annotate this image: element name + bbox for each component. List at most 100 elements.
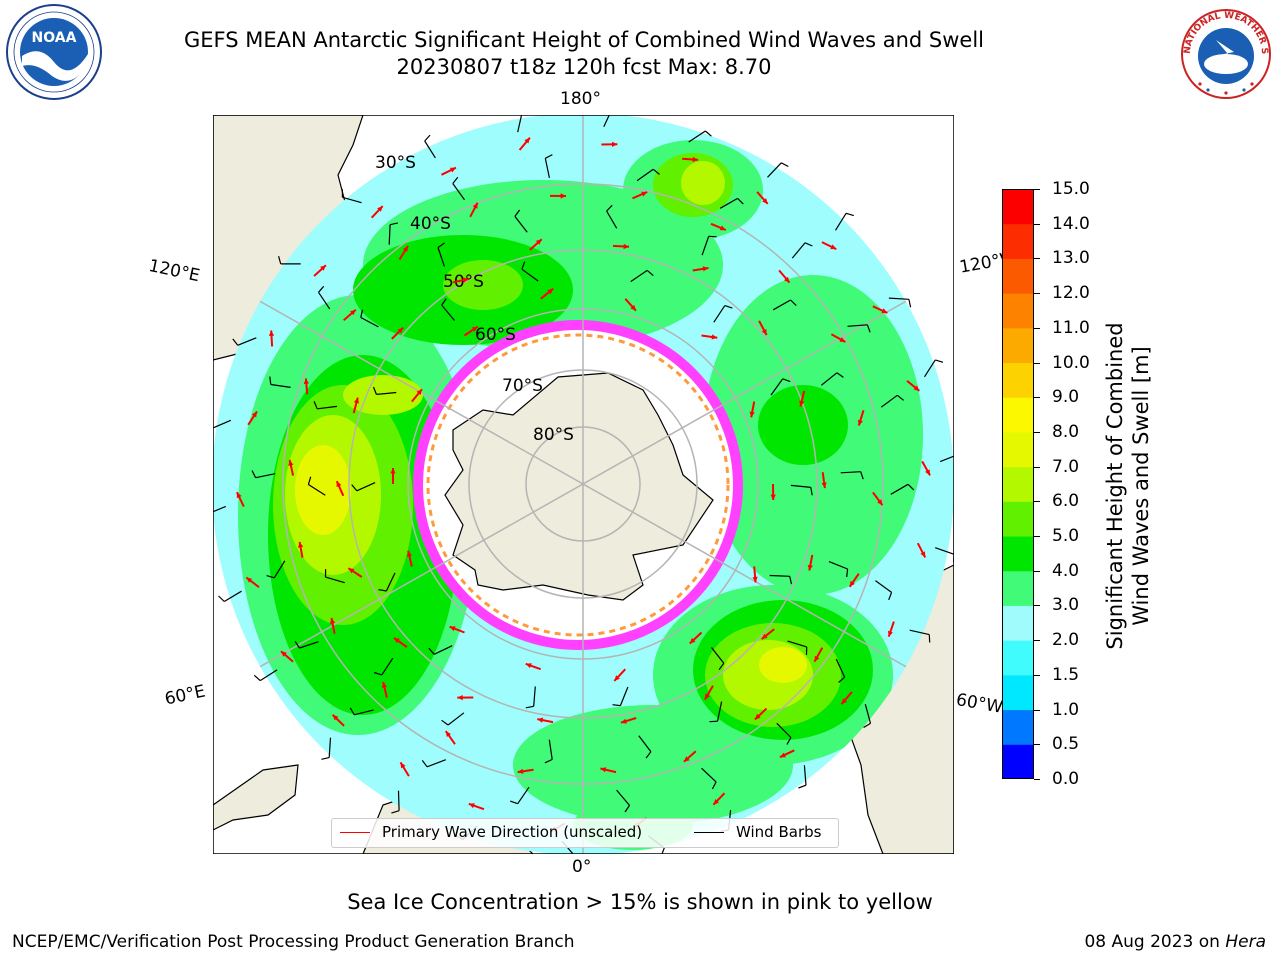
wave-arrowhead (537, 717, 544, 723)
colorbar-tick-mark (1034, 640, 1040, 642)
colorbar-tick-label: 1.5 (1052, 664, 1080, 685)
wind-barb-flag (428, 647, 435, 655)
wave-arrowhead (821, 482, 827, 489)
wind-barb-staff (791, 242, 806, 259)
wind-barb-flag (810, 487, 813, 496)
wave-arrowhead (517, 768, 524, 774)
wind-barb-flag (321, 757, 330, 760)
colorbar-tick-label: 8.0 (1052, 421, 1080, 442)
wind-barb-staff (237, 337, 257, 346)
wind-barb-flag (349, 707, 355, 716)
wind-barb-flag (307, 476, 312, 485)
colorbar-band (1002, 431, 1034, 468)
colorbar-tick-mark (1034, 327, 1040, 329)
wave-arrowhead (390, 468, 396, 474)
wave-arrowhead (353, 397, 359, 404)
wind-barb-staff (533, 686, 536, 707)
wind-barb-flag (624, 805, 630, 813)
wind-barb-staff (213, 419, 232, 429)
wave-arrowhead (377, 206, 383, 212)
chart-subtitle: 20230807 t18z 120h fcst Max: 8.70 (396, 55, 772, 79)
wind-barb-staff (356, 482, 376, 492)
colorbar-border (1002, 189, 1034, 779)
wind-barb-staff (342, 196, 362, 204)
wind-barb-staff (888, 297, 909, 300)
lat-label-80s: 80°S (533, 425, 574, 445)
colorbar-tick-label: 0.0 (1052, 769, 1080, 789)
wind-barb-staff (517, 115, 523, 133)
wind-barb-flag (863, 722, 871, 729)
wind-barb-staff (606, 210, 618, 229)
footer-credit: NCEP/EMC/Verification Post Processing Pr… (12, 932, 575, 952)
colorbar-band (1002, 293, 1034, 329)
wind-barb-staff (790, 484, 811, 488)
wind-barb-flag (391, 810, 400, 814)
wind-barb-flag (661, 847, 665, 854)
wind-barb-flag (888, 592, 893, 601)
wind-barb-staff (864, 703, 872, 724)
wind-barb-staff (630, 269, 648, 283)
wind-barb-staff (317, 405, 338, 410)
wave-arrowhead (770, 494, 776, 500)
wind-barb-flag (789, 576, 793, 585)
wind-barb-staff (890, 483, 909, 495)
wind-barb-flag (866, 324, 871, 333)
wave-arrowhead (692, 156, 699, 163)
southern-africa-land (213, 764, 299, 831)
colorbar-band (1002, 362, 1034, 398)
wind-barb-staff (385, 572, 396, 592)
wind-barb-staff (360, 316, 379, 328)
wind-barb-flag (606, 204, 613, 212)
wind-barb-staff (325, 576, 345, 584)
wind-barb-staff (828, 561, 848, 570)
wind-barb-flag (737, 197, 744, 205)
wind-barb-flag (372, 386, 377, 395)
wave-arrowhead (779, 752, 786, 758)
legend-wave-label: Primary Wave Direction (unscaled) (382, 823, 643, 841)
lat-label-40s: 40°S (410, 214, 451, 234)
wave-height-map: 30°S 40°S 50°S 60°S 70°S 80°S (213, 115, 954, 854)
wind-barb-flag (510, 800, 518, 805)
wind-barb-staff (638, 735, 652, 753)
colorbar-tick-label: 0.5 (1052, 734, 1080, 755)
wind-barb-staff (713, 305, 726, 323)
colorbar-tick-mark (1034, 779, 1040, 780)
wave-arrowhead (761, 329, 767, 335)
wind-barb-flag (389, 222, 399, 226)
wind-barb-staff (787, 640, 807, 648)
wave-arrowhead (719, 225, 726, 231)
wind-barb-staff (688, 130, 706, 143)
graticule (213, 115, 954, 854)
colorbar-tick-label: 12.0 (1052, 283, 1090, 304)
wind-barb-staff (424, 140, 436, 159)
colorbar-band (1002, 570, 1034, 606)
wind-barb-staff (437, 247, 445, 267)
colorbar-tick-mark (1034, 536, 1040, 538)
wave-arrowhead (614, 675, 620, 681)
wind-barb-staff (711, 647, 725, 664)
wave-arrowhead (600, 767, 607, 773)
wave-arrowhead (330, 618, 336, 624)
wave-arrowhead (711, 334, 718, 340)
wind-barb-flag (705, 130, 712, 137)
wind-barb-flag (294, 640, 301, 649)
wind-barb-staff (767, 162, 782, 178)
colorbar-tick-label: 4.0 (1052, 560, 1080, 581)
wave-arrowhead (762, 198, 768, 204)
colorbar-band (1002, 258, 1034, 294)
colorbar-tick-label: 7.0 (1052, 456, 1080, 477)
colorbar-tick-label: 15.0 (1052, 179, 1090, 199)
wave-arrowhead (920, 551, 926, 558)
wave-arrowhead (462, 277, 469, 283)
wind-barb-flag (790, 299, 797, 307)
wind-barb-staff (318, 291, 331, 310)
lat-label-30s: 30°S (375, 153, 416, 173)
wave-arrowhead (471, 326, 478, 332)
wave-arrowhead (348, 568, 355, 574)
lat-label-60s: 60°S (475, 325, 516, 345)
wave-arrowhead (754, 713, 761, 720)
wind-barbs (213, 115, 954, 854)
wind-barb-staff (909, 629, 930, 636)
wind-barb-staff (548, 739, 553, 760)
colorbar-label-line1: Significant Height of Combined (1103, 322, 1127, 650)
